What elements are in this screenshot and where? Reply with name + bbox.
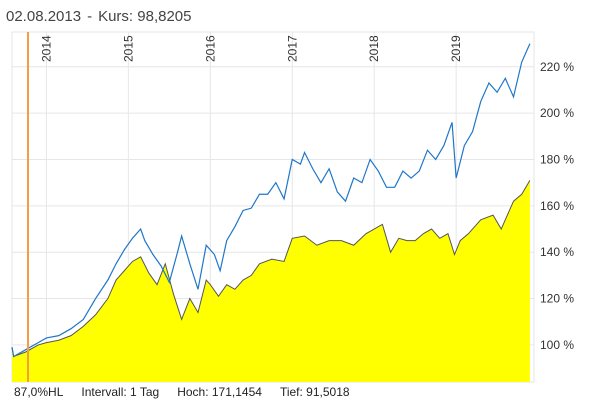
price-line-series bbox=[11, 43, 531, 358]
y-tick-label: 180 % bbox=[540, 152, 574, 166]
y-tick-label: 120 % bbox=[540, 292, 574, 306]
x-tick-label: 2018 bbox=[367, 35, 381, 62]
cursor-date: 02.08.2013 bbox=[6, 8, 82, 25]
area-fill bbox=[12, 180, 530, 382]
y-tick-label: 200 % bbox=[540, 106, 574, 120]
x-axis-tick-labels: 2014 2015 2016 2017 2018 2019 bbox=[39, 35, 463, 62]
cursor-price: Kurs: 98,8205 bbox=[98, 8, 192, 25]
footer-hl: 87,0%HL bbox=[14, 385, 64, 399]
y-tick-label: 140 % bbox=[540, 245, 574, 259]
x-tick-label: 2014 bbox=[39, 35, 53, 62]
area-outline bbox=[11, 180, 531, 358]
performance-area-series bbox=[11, 180, 531, 382]
chart-header: 02.08.2013- Kurs: 98,8205 bbox=[6, 8, 191, 25]
x-tick-label: 2017 bbox=[285, 35, 299, 62]
y-tick-label: 100 % bbox=[540, 338, 574, 352]
footer-high: Hoch: 171,1454 bbox=[177, 385, 262, 399]
x-tick-label: 2019 bbox=[449, 35, 463, 62]
price-line bbox=[11, 43, 531, 358]
footer-interval: Intervall: 1 Tag bbox=[81, 385, 160, 399]
y-tick-label: 160 % bbox=[540, 199, 574, 213]
y-axis-tick-labels: 100 % 120 % 140 % 160 % 180 % 200 % 220 % bbox=[540, 60, 574, 352]
footer-low: Tief: 91,5018 bbox=[279, 385, 350, 399]
x-tick-label: 2015 bbox=[121, 35, 135, 62]
x-tick-label: 2016 bbox=[203, 35, 217, 62]
chart-footer: 87,0%HL Intervall: 1 Tag Hoch: 171,1454 … bbox=[14, 385, 350, 399]
y-tick-label: 220 % bbox=[540, 60, 574, 74]
header-separator: - bbox=[87, 8, 93, 25]
